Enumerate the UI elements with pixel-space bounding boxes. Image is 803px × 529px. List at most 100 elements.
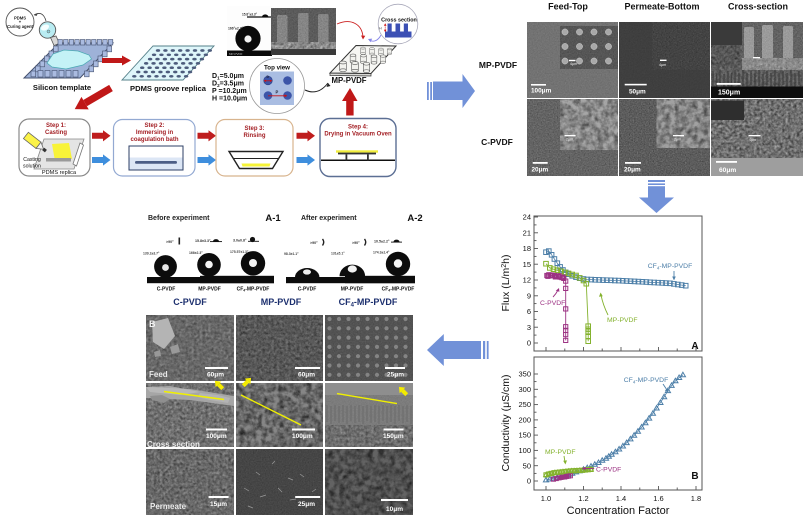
svg-text:Feed: Feed: [149, 370, 168, 379]
svg-text:CF4-MP-PVDF: CF4-MP-PVDF: [237, 287, 270, 293]
svg-text:25μm: 25μm: [387, 372, 404, 379]
svg-text:200: 200: [518, 416, 531, 425]
svg-text:1.6: 1.6: [653, 494, 663, 503]
svg-text:300: 300: [518, 385, 531, 394]
svg-text:Drying in Vacuum Oven: Drying in Vacuum Oven: [324, 132, 392, 138]
svg-text:C-PVDF: C-PVDF: [540, 300, 565, 307]
svg-text:MP-PVDF: MP-PVDF: [341, 287, 364, 293]
svg-text:166°±2.3°: 166°±2.3°: [228, 27, 244, 31]
svg-text:PDMS replica: PDMS replica: [42, 170, 77, 176]
svg-text:MP-PVDF: MP-PVDF: [261, 297, 302, 307]
svg-text:B: B: [149, 319, 156, 329]
svg-text:Cross section: Cross section: [381, 18, 417, 24]
svg-text:174.3±1.4°: 174.3±1.4°: [373, 251, 390, 255]
svg-text:2μm: 2μm: [566, 138, 573, 142]
svg-text:>90°: >90°: [166, 240, 174, 244]
svg-text:150: 150: [518, 431, 531, 440]
svg-text:3: 3: [527, 323, 531, 332]
svg-text:0: 0: [527, 477, 531, 486]
svg-text:Step 1:: Step 1:: [46, 123, 66, 129]
svg-text:350: 350: [518, 370, 531, 379]
svg-text:139.2±3.7°: 139.2±3.7°: [143, 252, 160, 256]
svg-text:A-2: A-2: [407, 213, 422, 224]
svg-text:CF4-MP-PVDF: CF4-MP-PVDF: [339, 297, 398, 309]
svg-text:10μm: 10μm: [386, 506, 403, 513]
svg-text:C-PVDF: C-PVDF: [481, 137, 513, 147]
svg-text:175.57±1.3°: 175.57±1.3°: [230, 250, 249, 254]
svg-text:PDMS: PDMS: [14, 16, 26, 21]
svg-text:3.0±0.8°: 3.0±0.8°: [233, 239, 247, 243]
svg-text:D2=3.5μm: D2=3.5μm: [212, 81, 244, 89]
svg-text:CF4-MP-PVDF: CF4-MP-PVDF: [648, 263, 692, 270]
svg-text:15.8°±3.3°: 15.8°±3.3°: [242, 13, 258, 17]
svg-text:H =10.0μm: H =10.0μm: [212, 96, 247, 103]
svg-text:P: P: [276, 90, 279, 95]
svg-text:15μm: 15μm: [210, 501, 227, 508]
svg-text:MP-PVDF: MP-PVDF: [479, 60, 517, 70]
svg-text:15.8±3.3°: 15.8±3.3°: [195, 239, 211, 243]
svg-text:0: 0: [527, 339, 531, 348]
svg-text:D1=5.0μm: D1=5.0μm: [212, 73, 244, 81]
svg-text:C-PVDF: C-PVDF: [173, 297, 207, 307]
svg-text:>90°: >90°: [310, 241, 318, 245]
svg-text:Immersing in: Immersing in: [136, 130, 174, 136]
svg-text:MP-PVDF: MP-PVDF: [198, 287, 221, 293]
svg-text:150μm: 150μm: [718, 90, 740, 97]
svg-text:60μm: 60μm: [207, 372, 224, 379]
svg-text:21: 21: [523, 228, 531, 237]
svg-text:Before experiment: Before experiment: [148, 215, 210, 222]
svg-text:1.8: 1.8: [691, 494, 701, 503]
svg-text:100μm: 100μm: [206, 433, 227, 440]
svg-text:Step 3:: Step 3:: [244, 126, 264, 132]
svg-text:50: 50: [523, 461, 531, 470]
svg-text:C-PVDF: C-PVDF: [298, 287, 317, 293]
svg-text:A-1: A-1: [265, 213, 281, 224]
svg-text:Cross-section: Cross-section: [728, 2, 788, 12]
svg-text:MP-PVDF: MP-PVDF: [607, 317, 638, 324]
svg-text:4μm: 4μm: [749, 138, 756, 142]
svg-text:CF4-MP-PVDF: CF4-MP-PVDF: [624, 377, 668, 384]
svg-text:1.0: 1.0: [541, 494, 551, 503]
svg-text:Casting: Casting: [45, 130, 67, 136]
svg-text:CF4-MP-PVDF: CF4-MP-PVDF: [382, 287, 415, 293]
svg-text:24: 24: [523, 213, 531, 222]
svg-text:1.2: 1.2: [578, 494, 588, 503]
svg-text:9: 9: [527, 291, 531, 300]
svg-text:PDMS groove replica: PDMS groove replica: [130, 84, 207, 93]
svg-text:131±5.1°: 131±5.1°: [331, 252, 345, 256]
svg-text:4μm: 4μm: [570, 62, 577, 66]
svg-text:P =10.2μm: P =10.2μm: [212, 88, 247, 95]
svg-text:C-PVDF: C-PVDF: [596, 467, 621, 474]
svg-text:Flux (L/m2h): Flux (L/m2h): [500, 254, 512, 311]
svg-text:100μm: 100μm: [292, 433, 313, 440]
svg-text:B: B: [691, 471, 698, 482]
svg-text:10.5±2.2°: 10.5±2.2°: [374, 240, 390, 244]
svg-text:15: 15: [523, 260, 531, 269]
svg-text:Rinsing: Rinsing: [244, 133, 266, 139]
svg-text:MP-PVDF: MP-PVDF: [545, 449, 576, 456]
svg-text:MP-PVDF: MP-PVDF: [229, 52, 243, 56]
svg-text:100: 100: [518, 446, 531, 455]
svg-text:25μm: 25μm: [298, 501, 315, 508]
svg-text:Permeate-Bottom: Permeate-Bottom: [624, 2, 699, 12]
svg-text:H: H: [379, 27, 382, 31]
svg-text:100μm: 100μm: [531, 88, 552, 95]
svg-text:60μm: 60μm: [719, 167, 736, 174]
svg-text:A: A: [691, 341, 698, 352]
svg-text:solution: solution: [23, 164, 41, 170]
svg-text:60μm: 60μm: [298, 372, 315, 379]
svg-text:Feed-Top: Feed-Top: [548, 2, 588, 12]
svg-text:Concentration Factor: Concentration Factor: [567, 505, 670, 517]
svg-text:6: 6: [527, 307, 531, 316]
svg-text:D: D: [267, 75, 270, 79]
svg-text:2μm: 2μm: [674, 138, 681, 142]
svg-text:50μm: 50μm: [629, 89, 646, 96]
svg-text:Step 4:: Step 4:: [348, 125, 368, 131]
svg-text:Permeate: Permeate: [150, 502, 187, 511]
svg-text:Silicon template: Silicon template: [33, 83, 91, 92]
svg-text:coagulation bath: coagulation bath: [131, 137, 179, 143]
svg-text:98.3±1.1°: 98.3±1.1°: [284, 252, 299, 256]
svg-text:Casting: Casting: [23, 157, 41, 163]
svg-text:>90°: >90°: [352, 241, 360, 245]
svg-text:20μm: 20μm: [624, 167, 641, 174]
